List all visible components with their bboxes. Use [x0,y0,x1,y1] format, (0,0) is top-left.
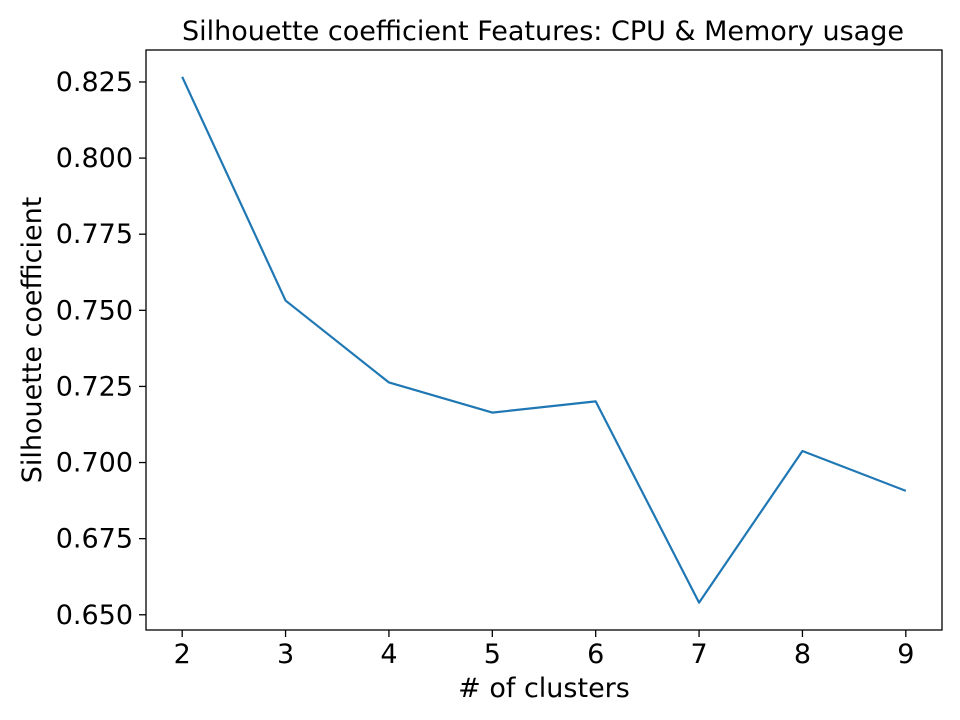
x-tick-label: 3 [277,639,294,670]
y-tick-label: 0.825 [56,67,133,98]
y-tick-label: 0.675 [56,524,133,555]
x-tick-label: 6 [587,639,604,670]
plot-area-frame [145,49,943,631]
x-tick-label: 2 [174,639,191,670]
x-tick-label: 9 [897,639,914,670]
series-layer [181,76,907,604]
x-axis-label: # of clusters [458,673,630,704]
x-tick-label: 7 [690,639,707,670]
chart-title: Silhouette coefficient Features: CPU & M… [182,16,904,47]
x-tick-label: 4 [380,639,397,670]
y-tick-label: 0.725 [56,371,133,402]
y-tick-label: 0.700 [56,448,133,479]
y-tick-label: 0.750 [56,295,133,326]
y-tick-label: 0.800 [56,143,133,174]
x-tick-label: 5 [484,639,501,670]
x-axis: 2 3 4 5 6 7 8 9 [174,630,914,670]
y-axis-label: Silhouette coefficient [17,197,48,484]
y-axis: 0.650 0.675 0.700 0.725 0.750 0.775 0.800 0.825 [56,67,146,631]
y-tick-label: 0.650 [56,600,133,631]
x-tick-label: 8 [794,639,811,670]
series-line [181,76,907,604]
y-tick-label: 0.775 [56,219,133,250]
